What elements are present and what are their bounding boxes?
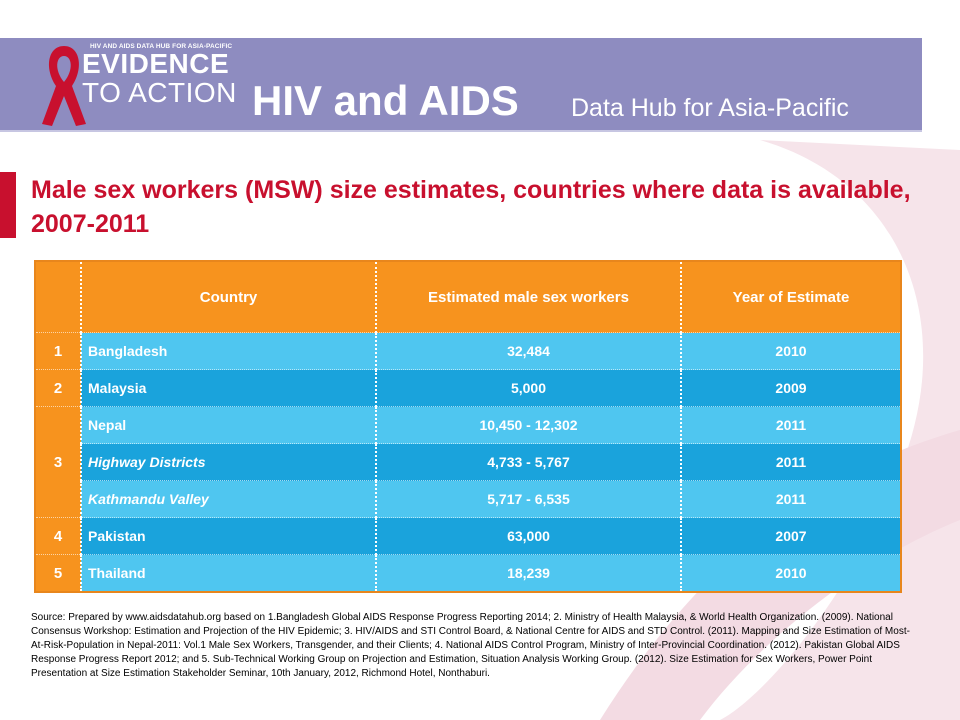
row-country: Nepal: [80, 406, 376, 444]
row-number: 4: [35, 517, 81, 555]
row-year: 2009: [680, 369, 901, 407]
row-estimate: 5,000: [375, 369, 681, 407]
table-row: 4 Pakistan 63,000 2007: [35, 517, 901, 555]
row-estimate: 5,717 - 6,535: [375, 480, 681, 518]
logo-tagline: HIV AND AIDS DATA HUB FOR ASIA-PACIFIC: [90, 43, 233, 50]
logo-line-to-action: TO ACTION: [82, 77, 237, 108]
row-estimate: 63,000: [375, 517, 681, 555]
header-title: HIV and AIDS: [252, 77, 519, 124]
row-country: Malaysia: [80, 369, 376, 407]
row-year: 2010: [680, 332, 901, 370]
header-country: Country: [80, 261, 376, 333]
header-year: Year of Estimate: [680, 261, 901, 333]
logo-line-evidence: EVIDENCE: [82, 48, 230, 79]
table-row: 5 Thailand 18,239 2010: [35, 554, 901, 592]
table-row: 3 Nepal 10,450 - 12,302 2011: [35, 406, 901, 518]
row-number: 3: [35, 406, 81, 518]
evidence-to-action-logo: HIV AND AIDS DATA HUB FOR ASIA-PACIFIC E…: [40, 40, 240, 128]
header-estimate: Estimated male sex workers: [375, 261, 681, 333]
row-estimate: 10,450 - 12,302: [375, 406, 681, 444]
row-year: 2011: [680, 443, 901, 481]
table-row: 1 Bangladesh 32,484 2010: [35, 332, 901, 370]
row-year: 2011: [680, 406, 901, 444]
row-country: Bangladesh: [80, 332, 376, 370]
row-estimate: 4,733 - 5,767: [375, 443, 681, 481]
table-header-row: Country Estimated male sex workers Year …: [35, 261, 901, 333]
row-country: Highway Districts: [80, 443, 376, 481]
row-number: 5: [35, 554, 81, 592]
header-divider: [0, 130, 922, 132]
row-year: 2011: [680, 480, 901, 518]
header-band: [0, 38, 922, 130]
row-country: Thailand: [80, 554, 376, 592]
row-country: Kathmandu Valley: [80, 480, 376, 518]
header-subtitle: Data Hub for Asia-Pacific: [571, 94, 849, 122]
row-estimate: 18,239: [375, 554, 681, 592]
title-accent-bar: [0, 172, 16, 238]
table-row: Kathmandu Valley 5,717 - 6,535 2011: [35, 480, 901, 518]
header-num: [35, 261, 81, 333]
row-year: 2007: [680, 517, 901, 555]
msw-estimates-table: Country Estimated male sex workers Year …: [34, 260, 902, 593]
table-row: 2 Malaysia 5,000 2009: [35, 369, 901, 407]
red-ribbon-icon: [42, 46, 86, 126]
row-estimate: 32,484: [375, 332, 681, 370]
row-number: 1: [35, 332, 81, 370]
row-country: Pakistan: [80, 517, 376, 555]
source-note: Source: Prepared by www.aidsdatahub.org …: [31, 612, 910, 679]
slide-title: Male sex workers (MSW) size estimates, c…: [31, 176, 911, 238]
row-year: 2010: [680, 554, 901, 592]
row-number: 2: [35, 369, 81, 407]
table-row: Highway Districts 4,733 - 5,767 2011: [35, 443, 901, 481]
